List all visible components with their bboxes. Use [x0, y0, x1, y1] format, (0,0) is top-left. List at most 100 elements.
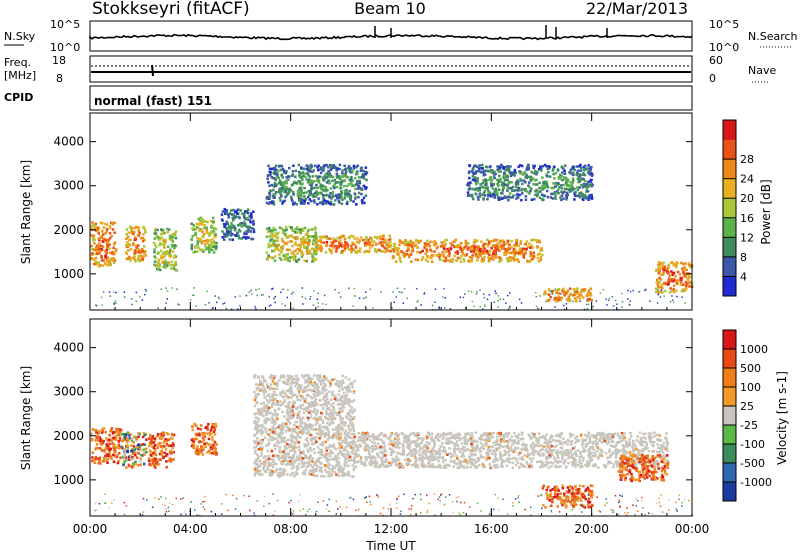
power-cell [531, 177, 535, 180]
power-cell [139, 249, 143, 252]
power-cell [363, 242, 367, 245]
power-cell [300, 255, 304, 258]
velocity-cell [338, 469, 341, 473]
velocity-cell [304, 468, 308, 472]
power-cell [575, 171, 579, 174]
power-cell [661, 264, 664, 267]
velocity-cell [154, 460, 158, 464]
power-cell [658, 276, 661, 280]
power-cell [587, 180, 590, 184]
power-cell [582, 288, 585, 291]
power-cell [475, 249, 478, 253]
velocity-cell [120, 445, 123, 448]
power-cell [473, 188, 477, 192]
velocity-cell [207, 443, 211, 446]
power-cell [442, 255, 445, 258]
power-cell [336, 236, 340, 240]
velocity-cell [317, 386, 320, 389]
velocity-cell [294, 430, 297, 434]
velocity-cell [150, 438, 153, 442]
power-cell [288, 259, 291, 263]
power-cell [340, 202, 344, 205]
velocity-cell [267, 428, 271, 432]
velocity-cell [297, 440, 300, 444]
velocity-cell [196, 452, 199, 456]
power-cell [530, 239, 533, 242]
velocity-cell [346, 455, 350, 459]
velocity-cell [156, 434, 159, 438]
power-cell [109, 263, 112, 266]
velocity-cell [161, 432, 164, 435]
power-cell [561, 178, 565, 182]
power-cell [321, 202, 325, 206]
power-cell [209, 232, 212, 235]
power-cell [497, 306, 499, 308]
velocity-cell [290, 446, 294, 449]
velocity-cell [315, 393, 319, 397]
power-cell [409, 239, 412, 243]
power-cell [505, 302, 507, 304]
velocity-cell [342, 467, 346, 470]
power-cell [403, 241, 406, 245]
power-cell [364, 244, 367, 247]
power-cell [298, 188, 301, 191]
power-cell [514, 182, 518, 185]
power-cell [328, 181, 331, 185]
power-cell [525, 190, 529, 193]
power-cell [583, 193, 587, 197]
power-cell [231, 213, 235, 216]
power-cell [298, 186, 302, 190]
power-cell [249, 220, 252, 224]
power-cell [295, 203, 299, 206]
velocity-cell [137, 443, 140, 447]
power-cell [441, 250, 444, 254]
power-cell [519, 172, 522, 175]
power-cell [521, 247, 525, 250]
velocity-cell [263, 418, 266, 422]
power-cell [260, 294, 263, 296]
power-cell [105, 227, 109, 231]
power-cell [503, 196, 506, 199]
power-cell [367, 242, 371, 245]
power-cell [193, 227, 196, 231]
velocity-cell [260, 375, 264, 378]
power-cell [655, 281, 658, 284]
power-cell [137, 256, 140, 259]
power-cell [233, 228, 237, 232]
power-cell [349, 170, 352, 174]
power-cell [564, 164, 567, 167]
velocity-cell [152, 459, 155, 463]
power-cell [538, 181, 541, 185]
velocity-cell [196, 427, 200, 430]
power-cell [315, 249, 319, 252]
power-cell [126, 257, 129, 261]
power-cell [293, 181, 296, 185]
power-cell [518, 170, 522, 173]
velocity-cell [277, 456, 281, 459]
power-cell [410, 260, 413, 263]
velocity-cell [313, 374, 316, 377]
power-cell [492, 175, 496, 178]
power-cell [303, 259, 306, 262]
velocity-cell [289, 460, 292, 463]
velocity-cell [302, 376, 305, 379]
power-cell [405, 253, 408, 256]
velocity-cell [343, 437, 347, 440]
velocity-cell [154, 448, 157, 451]
power-cell [350, 183, 354, 187]
velocity-cell [285, 473, 289, 476]
velocity-cell [205, 432, 208, 435]
velocity-cell [346, 444, 349, 447]
power-cell [570, 183, 573, 187]
power-cell [479, 248, 482, 251]
power-cell [269, 173, 272, 177]
power-cell [459, 260, 463, 263]
power-cell [274, 178, 277, 182]
power-cell [163, 263, 166, 266]
power-cell [214, 247, 217, 251]
power-cell [171, 240, 175, 243]
power-cell [297, 170, 301, 174]
power-cell [493, 190, 497, 193]
power-cell [406, 297, 408, 299]
